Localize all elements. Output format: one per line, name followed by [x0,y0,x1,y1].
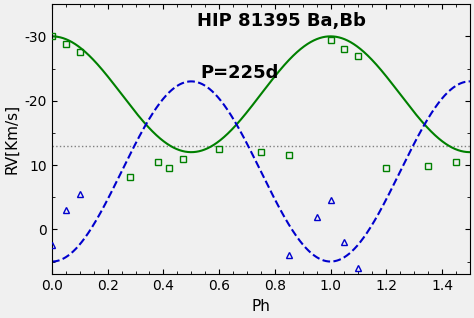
Y-axis label: RV[Km/s]: RV[Km/s] [4,104,19,174]
Text: HIP 81395 Ba,Bb: HIP 81395 Ba,Bb [197,12,366,30]
X-axis label: Ph: Ph [252,299,270,314]
Text: P=225d: P=225d [201,64,279,82]
